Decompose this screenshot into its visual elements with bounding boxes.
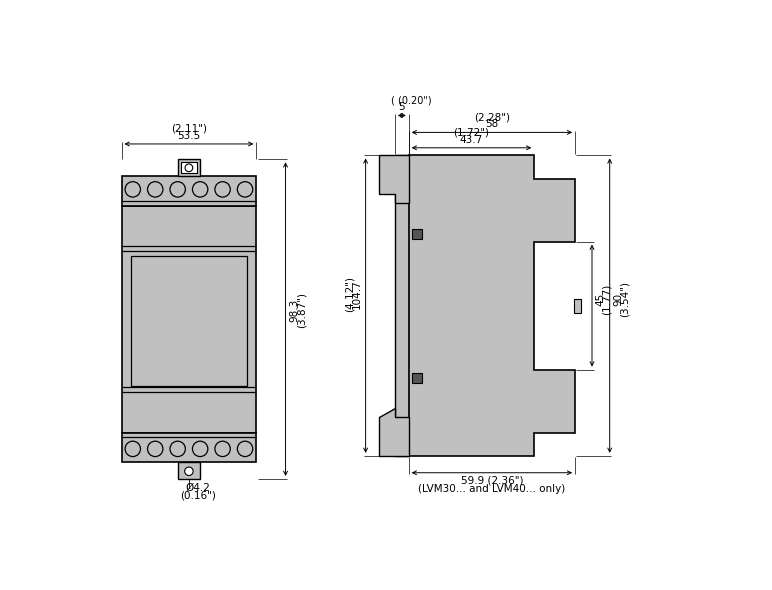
Circle shape — [185, 467, 193, 476]
Bar — [178, 159, 200, 176]
Bar — [574, 299, 581, 313]
Text: (1.72"): (1.72") — [453, 128, 489, 138]
Text: (0.16"): (0.16") — [180, 490, 216, 500]
Bar — [411, 373, 422, 383]
Circle shape — [192, 182, 208, 197]
Circle shape — [237, 182, 252, 197]
Polygon shape — [380, 408, 408, 456]
Text: 45: 45 — [596, 293, 606, 306]
Circle shape — [237, 441, 252, 457]
Bar — [121, 205, 256, 432]
Circle shape — [215, 441, 230, 457]
Text: 59.9 (2.36"): 59.9 (2.36") — [461, 476, 523, 486]
Circle shape — [192, 441, 208, 457]
Text: 43.7: 43.7 — [460, 135, 483, 145]
Text: (2.28"): (2.28") — [474, 112, 510, 122]
Bar — [178, 462, 200, 479]
Bar — [181, 162, 197, 173]
Text: 104.7: 104.7 — [352, 279, 362, 309]
Text: (4.12"): (4.12") — [345, 276, 355, 312]
Circle shape — [170, 441, 185, 457]
Text: (3.87"): (3.87") — [296, 292, 306, 328]
Text: (3.54"): (3.54") — [620, 281, 630, 317]
Bar — [411, 229, 422, 239]
Text: 90: 90 — [614, 293, 624, 306]
Text: 58: 58 — [486, 119, 499, 129]
Text: (LVM30... and LVM40... only): (LVM30... and LVM40... only) — [418, 484, 566, 494]
Bar — [121, 432, 256, 462]
Circle shape — [185, 164, 193, 172]
Circle shape — [170, 182, 185, 197]
Circle shape — [147, 182, 163, 197]
Text: 5: 5 — [398, 103, 405, 112]
Polygon shape — [380, 156, 408, 203]
Circle shape — [215, 182, 230, 197]
Polygon shape — [408, 156, 575, 456]
Text: (2.11"): (2.11") — [171, 124, 207, 134]
Circle shape — [125, 182, 141, 197]
Text: 98.3: 98.3 — [290, 299, 300, 322]
Polygon shape — [395, 156, 408, 456]
Text: (1.77): (1.77) — [602, 284, 612, 315]
Circle shape — [125, 441, 141, 457]
Text: 53.5: 53.5 — [178, 131, 201, 141]
Circle shape — [147, 441, 163, 457]
Bar — [130, 255, 247, 386]
Bar — [121, 176, 256, 205]
Text: Ø4.2: Ø4.2 — [186, 483, 211, 493]
Text: ( (0.20"): ( (0.20") — [391, 96, 432, 106]
